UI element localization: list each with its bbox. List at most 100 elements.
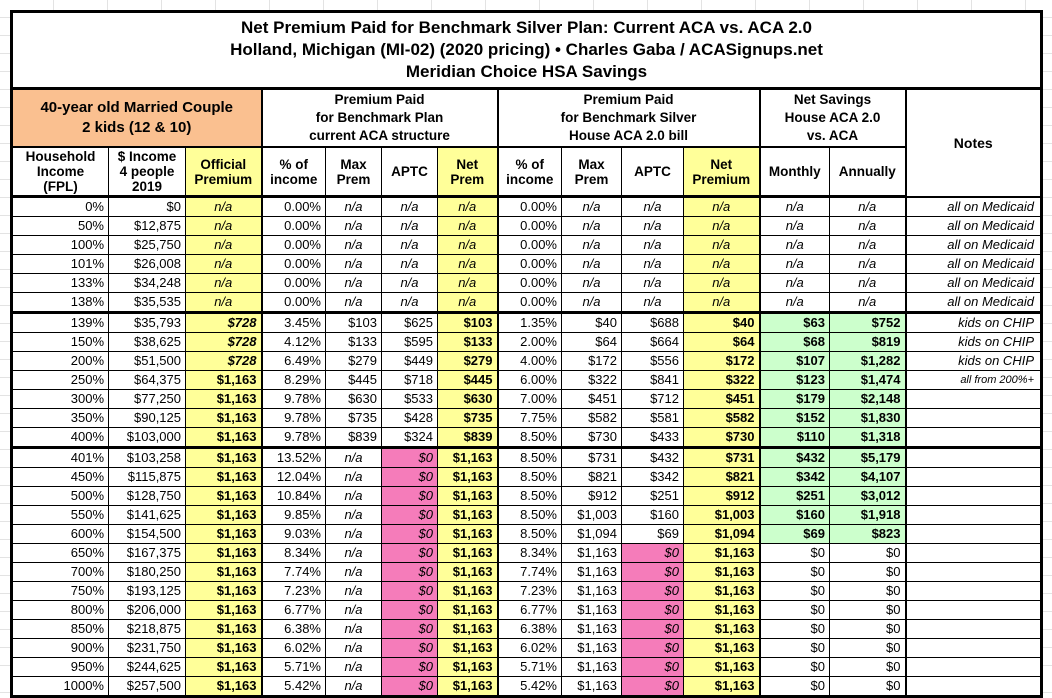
table-row: 200% $51,500 $728 6.49% $279 $449 $279 4.00% $17… — [11, 351, 1042, 371]
cell-fpl: 650% — [11, 543, 109, 563]
cell-fpl: 850% — [11, 619, 109, 639]
cell-aca-max-prem: $445 — [325, 370, 382, 390]
cell-aca-net-prem: $445 — [437, 370, 498, 390]
cell-official-premium: $1,163 — [185, 408, 262, 428]
cell-income: $115,875 — [108, 467, 186, 487]
cell-aca2-pct-income: 7.74% — [496, 562, 562, 582]
cell-income: $35,793 — [108, 311, 186, 333]
cell-income: $154,500 — [108, 524, 186, 544]
cell-savings-monthly: $0 — [758, 638, 830, 658]
cell-savings-monthly: $179 — [758, 389, 830, 409]
cell-official-premium: $728 — [185, 351, 262, 371]
cell-aca-max-prem: $133 — [325, 332, 382, 352]
table-row: 750% $193,125 $1,163 7.23% n/a $0 $1,163 7.23% $… — [11, 581, 1042, 601]
cell-savings-monthly: n/a — [758, 216, 830, 236]
cell-aca-aptc: $0 — [381, 676, 438, 697]
cell-aca2-aptc: $251 — [621, 486, 684, 506]
premium-table: Net Premium Paid for Benchmark Silver Pl… — [10, 10, 1043, 698]
cell-savings-annually: $0 — [829, 676, 906, 697]
cell-aca2-net-premium: $821 — [683, 467, 760, 487]
cell-fpl: 800% — [11, 600, 109, 620]
cell-aca2-net-premium: $1,163 — [683, 581, 760, 601]
cell-savings-monthly: n/a — [758, 292, 830, 313]
cell-aca2-aptc: $581 — [621, 408, 684, 428]
cell-savings-annually: $0 — [829, 619, 906, 639]
cell-aca2-pct-income: 8.50% — [496, 524, 562, 544]
cell-aca-aptc: $324 — [381, 427, 438, 448]
cell-income: $64,375 — [108, 370, 186, 390]
cell-aca-aptc: $0 — [381, 486, 438, 506]
cell-savings-monthly: $342 — [758, 467, 830, 487]
cell-aca-max-prem: $103 — [325, 311, 382, 333]
cell-aca-max-prem: n/a — [325, 196, 382, 217]
cell-aca-max-prem: n/a — [325, 600, 382, 620]
cell-aca2-max-prem: $1,163 — [561, 657, 622, 677]
cell-savings-annually: $0 — [829, 581, 906, 601]
cell-fpl: 600% — [11, 524, 109, 544]
cell-fpl: 250% — [11, 370, 109, 390]
cell-official-premium: $1,163 — [185, 467, 262, 487]
cell-aca-net-prem: n/a — [437, 196, 498, 217]
cell-aca2-pct-income: 8.34% — [496, 543, 562, 563]
cell-aca2-max-prem: $64 — [561, 332, 622, 352]
cell-aca2-pct-income: 5.71% — [496, 657, 562, 677]
col-header-aca-max-prem: Max Prem — [325, 146, 382, 198]
cell-savings-monthly: n/a — [758, 235, 830, 255]
cell-aca2-max-prem: n/a — [561, 235, 622, 255]
cell-savings-annually: $823 — [829, 524, 906, 544]
cell-aca-pct-income: 0.00% — [260, 216, 326, 236]
cell-official-premium: $1,163 — [185, 427, 262, 448]
cell-aca2-max-prem: $1,163 — [561, 581, 622, 601]
cell-aca2-pct-income: 7.00% — [496, 389, 562, 409]
table-row: 0% $0 n/a 0.00% n/a n/a n/a 0.00% n/a n/a n/a n/a n/… — [11, 196, 1042, 217]
cell-aca-max-prem: n/a — [325, 619, 382, 639]
cell-aca2-max-prem: $172 — [561, 351, 622, 371]
table-row: 950% $244,625 $1,163 5.71% n/a $0 $1,163 5.71% $… — [11, 657, 1042, 677]
cell-aca-aptc: $0 — [381, 600, 438, 620]
cell-aca-aptc: n/a — [381, 235, 438, 255]
cell-aca2-max-prem: $40 — [561, 311, 622, 333]
cell-aca-net-prem: $735 — [437, 408, 498, 428]
cell-aca2-aptc: $0 — [621, 600, 684, 620]
cell-aca-aptc: n/a — [381, 254, 438, 274]
table-row: 900% $231,750 $1,163 6.02% n/a $0 $1,163 6.02% $… — [11, 638, 1042, 658]
cell-aca2-max-prem: $1,163 — [561, 619, 622, 639]
table-row: 450% $115,875 $1,163 12.04% n/a $0 $1,163 8.50%… — [11, 467, 1042, 487]
cell-aca2-max-prem: $1,163 — [561, 676, 622, 697]
cell-aca2-pct-income: 6.02% — [496, 638, 562, 658]
cell-fpl: 100% — [11, 235, 109, 255]
cell-income: $103,000 — [108, 427, 186, 448]
cell-official-premium: $1,163 — [185, 600, 262, 620]
cell-aca-aptc: $0 — [381, 581, 438, 601]
cell-aca-net-prem: $133 — [437, 332, 498, 352]
cell-aca2-aptc: n/a — [621, 235, 684, 255]
cell-aca2-net-premium: n/a — [683, 292, 760, 313]
cell-aca-pct-income: 6.38% — [260, 619, 326, 639]
cell-aca2-max-prem: n/a — [561, 273, 622, 293]
cell-notes — [904, 446, 1042, 468]
cell-aca2-max-prem: $821 — [561, 467, 622, 487]
cell-savings-monthly: $152 — [758, 408, 830, 428]
cell-notes — [904, 581, 1042, 601]
col-header-income: $ Income 4 people 2019 — [108, 146, 186, 198]
cell-aca-net-prem: n/a — [437, 292, 498, 313]
premium-comparison-sheet: Net Premium Paid for Benchmark Silver Pl… — [10, 10, 1043, 698]
cell-aca2-pct-income: 8.50% — [496, 505, 562, 525]
cell-aca-pct-income: 6.02% — [260, 638, 326, 658]
cell-income: $141,625 — [108, 505, 186, 525]
cell-aca-net-prem: $1,163 — [437, 638, 498, 658]
cell-aca2-max-prem: $1,163 — [561, 543, 622, 563]
cell-aca-net-prem: $1,163 — [437, 619, 498, 639]
cell-aca-aptc: $0 — [381, 446, 438, 468]
cell-aca2-pct-income: 0.00% — [496, 292, 562, 313]
cell-savings-monthly: n/a — [758, 273, 830, 293]
cell-income: $90,125 — [108, 408, 186, 428]
cell-aca-pct-income: 6.49% — [260, 351, 326, 371]
table-row: 300% $77,250 $1,163 9.78% $630 $533 $630 7.00% $… — [11, 389, 1042, 409]
title-line-3: Meridian Choice HSA Savings — [405, 62, 648, 81]
cell-aca2-max-prem: $912 — [561, 486, 622, 506]
cell-aca-max-prem: n/a — [325, 638, 382, 658]
cell-savings-monthly: $69 — [758, 524, 830, 544]
cell-notes — [904, 657, 1042, 677]
title-line-2: Holland, Michigan (MI-02) (2020 pricing)… — [230, 40, 823, 59]
